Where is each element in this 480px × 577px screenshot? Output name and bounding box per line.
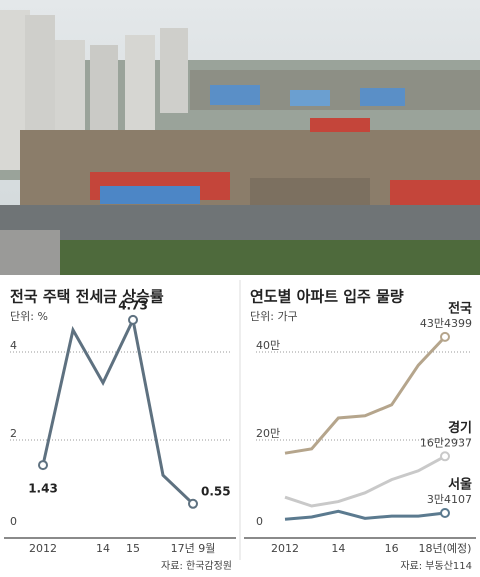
y-tick-label: 0 [10,515,17,528]
series-name: 경기 [448,420,472,436]
y-tick-label: 40만 [256,339,280,352]
series-line [284,335,447,455]
y-tick-label: 4 [10,339,17,352]
data-point [188,498,198,509]
unit-label: 단위: 가구 [250,310,298,323]
value-label: 16만2937 [420,436,472,449]
chart-title: 전국 주택 전세금 상승률 [10,288,164,306]
x-tick-label: 18년(예정) [419,542,472,555]
value-label: 4.73 [118,298,148,312]
y-tick-label: 2 [10,427,17,440]
x-tick-label: 14 [331,542,345,555]
data-point [440,331,450,342]
value-label: 0.55 [201,484,231,498]
x-tick-label: 17년 9월 [171,542,216,555]
data-point [440,451,450,462]
source: 자료: 한국감정원 [161,560,232,572]
y-tick-label: 0 [256,515,263,528]
data-point [128,314,138,325]
source: 자료: 부동산114 [400,560,472,572]
series-line [284,454,446,508]
series-name: 전국 [448,300,472,316]
x-tick-label: 2012 [29,542,57,555]
x-tick-label: 16 [385,542,399,555]
chart-title: 연도별 아파트 입주 물량 [250,288,404,306]
photo [0,0,480,275]
value-label: 43만4399 [420,317,472,330]
unit-label: 단위: % [10,310,48,323]
x-tick-label: 14 [96,542,110,555]
series-name: 서울 [448,476,472,492]
y-tick-label: 20만 [256,427,280,440]
data-point [38,460,48,471]
value-label: 1.43 [28,482,58,496]
x-tick-label: 15 [126,542,140,555]
series-line [41,315,195,505]
value-label: 3만4107 [427,493,472,506]
series-line [284,509,446,521]
data-point [440,507,450,518]
x-tick-label: 2012 [271,542,299,555]
